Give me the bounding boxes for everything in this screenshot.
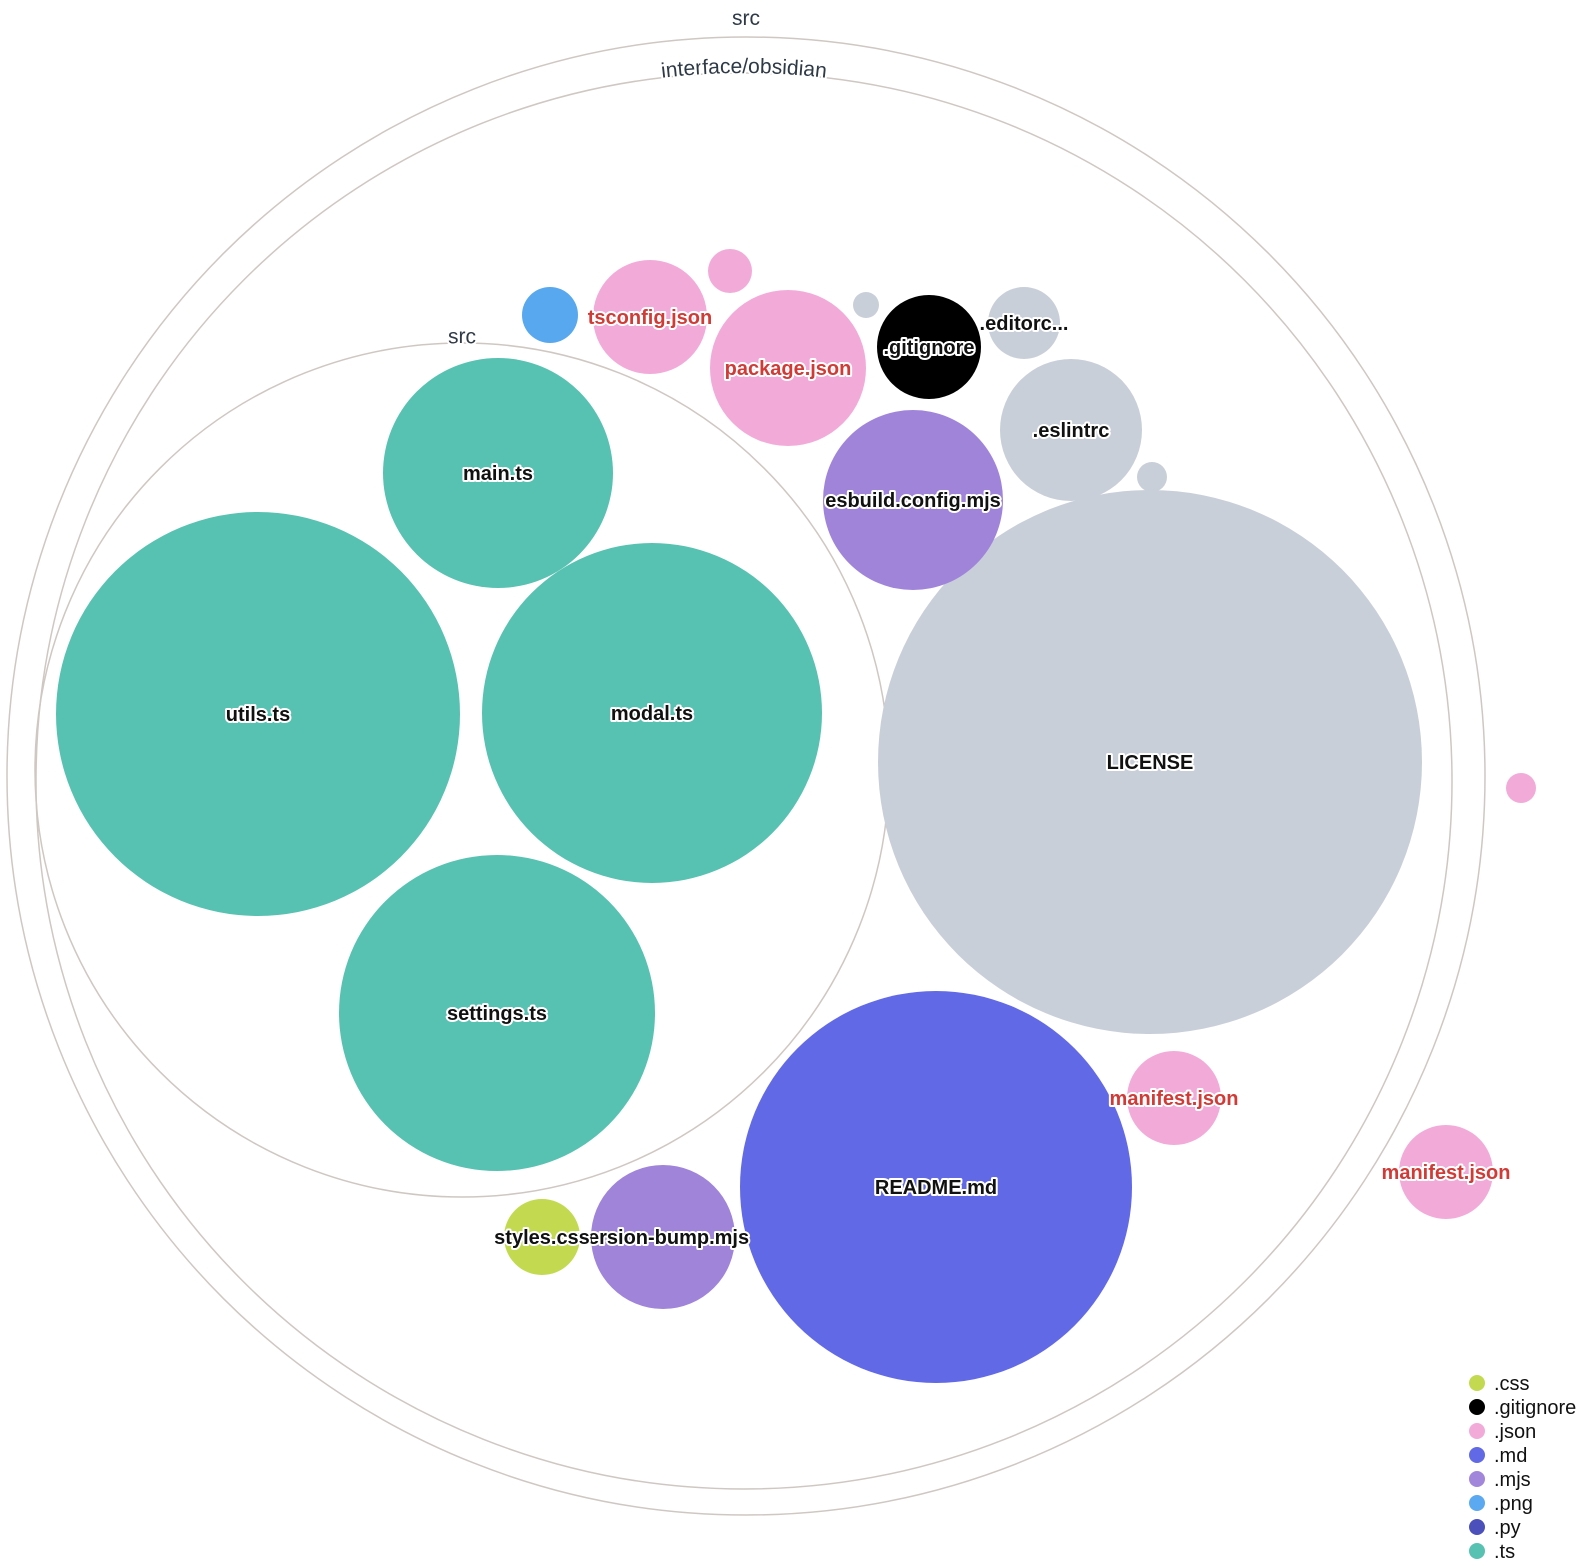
file-label-editorc-11: .editorc... [980, 313, 1069, 335]
folder-circle-src-0[interactable] [6, 36, 1486, 1516]
legend-dot-ts [1469, 1543, 1485, 1559]
file-label-styles-css-5: styles.css [494, 1227, 590, 1249]
file-circle-gitignore-12[interactable] [877, 295, 981, 399]
file-label-utils-ts-1: utils.ts [226, 704, 290, 726]
file-label-tsconfig-json-16: tsconfig.json [588, 307, 712, 329]
legend-label-py: .py [1494, 1517, 1521, 1539]
file-label-modal-ts-2: modal.ts [611, 703, 693, 725]
legend-label-css: .css [1494, 1373, 1530, 1395]
file-circle-main-ts-0[interactable] [383, 358, 613, 588]
file-label-gitignore-12: .gitignore [883, 337, 974, 359]
legend-label-png: .png [1494, 1493, 1533, 1515]
file-circle-utils-ts-1[interactable] [56, 512, 460, 916]
file-circle-settings-ts-3[interactable] [339, 855, 655, 1171]
file-label-eslintrc-9: .eslintrc [1033, 420, 1110, 442]
legend-label-ts: .ts [1494, 1541, 1515, 1563]
file-circle-modal-ts-2[interactable] [482, 543, 822, 883]
file-label-manifest-json-19: manifest.json [1382, 1162, 1511, 1184]
file-circle-readme-md-6[interactable] [740, 991, 1132, 1383]
folder-label-src-2: src [448, 325, 476, 348]
legend-dot-mjs [1469, 1471, 1485, 1487]
file-label-esbuild-config-mjs-8: esbuild.config.mjs [825, 490, 1001, 512]
file-label-package-json-14: package.json [725, 358, 852, 380]
file-circle-styles-css-5[interactable] [504, 1199, 580, 1275]
legend-dot-py [1469, 1519, 1485, 1535]
file-circle-version-bump-mjs-4[interactable] [591, 1165, 735, 1309]
file-circle-json-15[interactable] [708, 249, 752, 293]
file-circle-png-17[interactable] [522, 287, 578, 343]
file-circle-manifest-json-18[interactable] [1127, 1051, 1221, 1145]
file-label-license-7: LICENSE [1107, 752, 1194, 774]
legend-label-md: .md [1494, 1445, 1527, 1467]
file-label-readme-md-6: README.md [875, 1177, 997, 1199]
file-circle-package-json-14[interactable] [710, 290, 866, 446]
file-circle-json-20[interactable] [1506, 773, 1536, 803]
file-label-main-ts-0: main.ts [463, 463, 533, 485]
file-label-version-bump-mjs-4: version-bump.mjs [577, 1227, 749, 1249]
legend-dot-json [1469, 1423, 1485, 1439]
file-label-manifest-json-18: manifest.json [1110, 1088, 1239, 1110]
legend-label-gitignore: .gitignore [1494, 1397, 1576, 1419]
folder-label-src-0: src [732, 7, 760, 30]
folder-label-interface-obsidian-1: interface/obsidian [660, 55, 828, 83]
file-circle-manifest-json-19[interactable] [1399, 1125, 1493, 1219]
legend-dot-gitignore [1469, 1399, 1485, 1415]
file-circle-license-7[interactable] [878, 490, 1422, 1034]
file-circle-editorc-11[interactable] [988, 287, 1060, 359]
file-circle-other-13[interactable] [853, 292, 879, 318]
legend-dot-css [1469, 1375, 1485, 1391]
file-circle-esbuild-config-mjs-8[interactable] [823, 410, 1003, 590]
folder-circle-interface-obsidian-1[interactable] [35, 72, 1453, 1490]
file-circle-other-10[interactable] [1137, 462, 1167, 492]
file-label-settings-ts-3: settings.ts [447, 1003, 547, 1025]
legend-dot-md [1469, 1447, 1485, 1463]
file-circle-tsconfig-json-16[interactable] [593, 260, 707, 374]
legend-label-mjs: .mjs [1494, 1469, 1531, 1491]
file-circle-eslintrc-9[interactable] [1000, 359, 1142, 501]
legend-label-json: .json [1494, 1421, 1536, 1443]
legend-dot-png [1469, 1495, 1485, 1511]
